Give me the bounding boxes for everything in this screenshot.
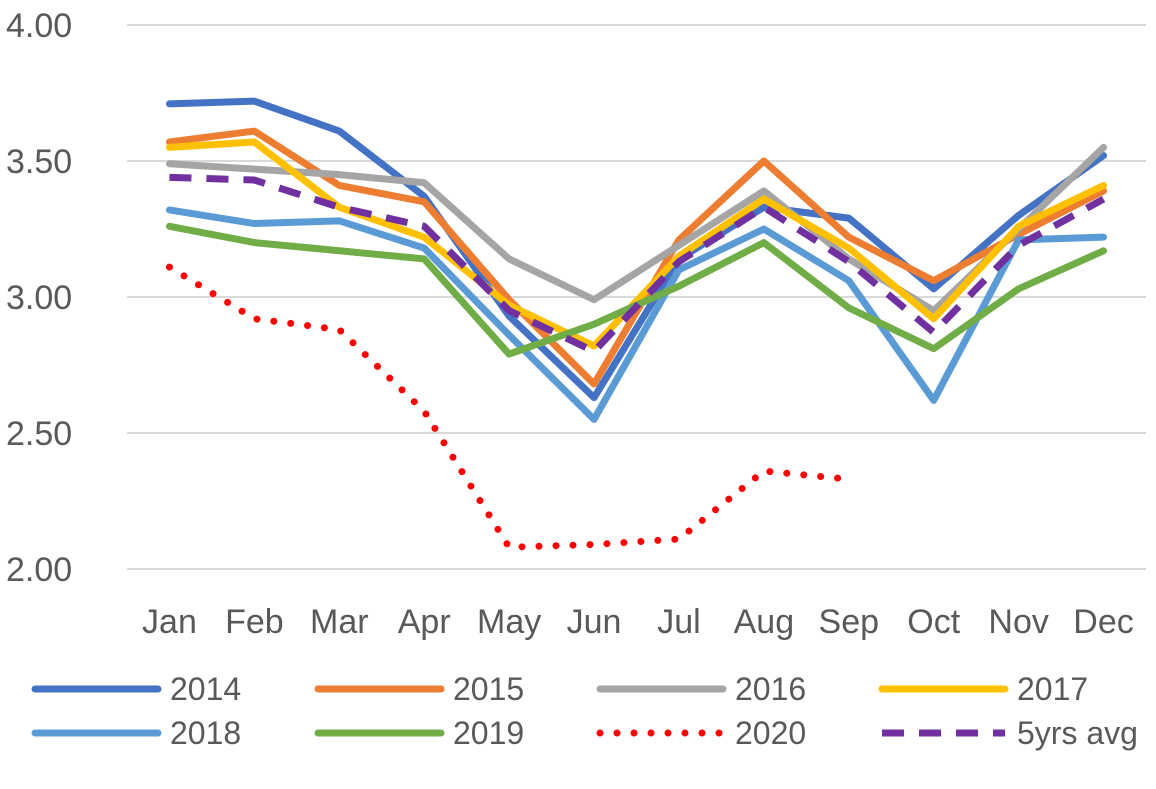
series-line-5yrs-avg bbox=[169, 173, 1106, 355]
legend: 2014 2015 2016 2017 2018 2019 2020 5yrs avg bbox=[31, 671, 1138, 751]
y-tick-label: 3.00 bbox=[6, 279, 72, 317]
legend-label: 2017 bbox=[1017, 671, 1088, 707]
x-tick-label: Jun bbox=[567, 603, 622, 641]
x-tick-label: Apr bbox=[398, 603, 451, 641]
x-tick-label: Dec bbox=[1073, 603, 1133, 641]
series-line-2018 bbox=[165, 206, 1108, 423]
legend-label: 2019 bbox=[453, 715, 524, 751]
legend-label: 2015 bbox=[453, 671, 524, 707]
legend-label: 2016 bbox=[735, 671, 806, 707]
legend-label: 2014 bbox=[170, 671, 241, 707]
legend-label: 2018 bbox=[170, 715, 241, 751]
y-tick-label: 4.00 bbox=[6, 7, 72, 45]
series-line-2016 bbox=[165, 143, 1108, 315]
x-tick-label: Jan bbox=[142, 603, 197, 641]
y-tick-label: 3.50 bbox=[6, 143, 72, 181]
x-tick-label: Nov bbox=[988, 603, 1048, 641]
y-tick-label: 2.50 bbox=[6, 415, 72, 453]
y-tick-label: 2.00 bbox=[6, 551, 72, 589]
x-tick-label: Jul bbox=[657, 603, 700, 641]
x-tick-label: Feb bbox=[225, 603, 284, 641]
series-line-2017 bbox=[165, 138, 1108, 350]
x-tick-label: Aug bbox=[734, 603, 795, 641]
y-axis-ticks: 2.00 2.50 3.00 3.50 4.00 bbox=[6, 7, 72, 589]
x-tick-label: Mar bbox=[310, 603, 369, 641]
x-tick-label: Oct bbox=[907, 603, 960, 641]
legend-label: 2020 bbox=[735, 715, 806, 751]
x-axis-ticks: Jan Feb Mar Apr May Jun Jul Aug Sep Oct Nov Dec bbox=[142, 603, 1134, 641]
series-lines bbox=[165, 97, 1108, 551]
legend-label: 5yrs avg bbox=[1017, 715, 1138, 751]
x-tick-label: Sep bbox=[819, 603, 880, 641]
x-tick-label: May bbox=[477, 603, 541, 641]
